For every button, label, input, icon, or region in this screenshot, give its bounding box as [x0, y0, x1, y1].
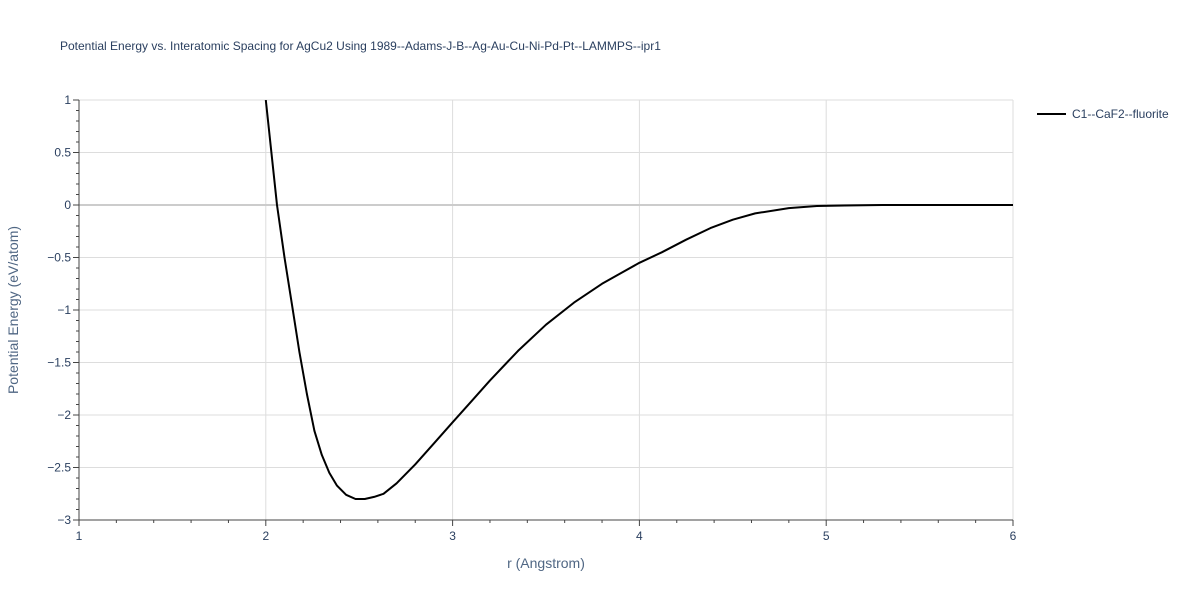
y-tick-label: −0.5: [47, 251, 71, 265]
plot-area: [264, 100, 1013, 500]
y-tick-label: −2.5: [47, 461, 71, 475]
x-axis-title: r (Angstrom): [507, 555, 585, 571]
legend-label: C1--CaF2--fluorite: [1072, 107, 1169, 121]
chart-title: Potential Energy vs. Interatomic Spacing…: [60, 39, 661, 53]
y-tick-label: −3: [57, 513, 71, 527]
x-axis: 1 2 3 4 5 6: [76, 519, 1017, 543]
x-tick-label: 5: [823, 529, 830, 543]
x-tick-label: 4: [636, 529, 643, 543]
x-tick-label: 2: [262, 529, 269, 543]
y-tick-label: 0.5: [54, 146, 71, 160]
x-tick-label: 6: [1010, 529, 1017, 543]
y-tick-label: 0: [64, 198, 71, 212]
x-tick-label: 1: [76, 529, 83, 543]
y-tick-label: −1.5: [47, 356, 71, 370]
y-tick-label: −2: [57, 408, 71, 422]
y-axis: −3 −2.5 −2 −1.5 −1 −0.5 0 0.5 1: [47, 93, 80, 527]
series-line-0: [264, 100, 1013, 500]
y-axis-title: Potential Energy (eV/atom): [5, 226, 21, 394]
legend[interactable]: C1--CaF2--fluorite: [1037, 107, 1169, 121]
y-tick-label: 1: [64, 93, 71, 107]
grid-lines: [79, 99, 1014, 520]
x-tick-label: 3: [449, 529, 456, 543]
y-tick-label: −1: [57, 303, 71, 317]
